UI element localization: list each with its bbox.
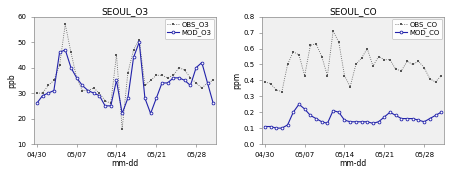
X-axis label: mm-dd: mm-dd <box>340 159 367 168</box>
Y-axis label: ppb: ppb <box>7 73 16 88</box>
X-axis label: mm-dd: mm-dd <box>111 159 138 168</box>
Y-axis label: ppm: ppm <box>233 72 242 89</box>
Legend: OBS_O3, MOD_O3: OBS_O3, MOD_O3 <box>165 19 214 39</box>
Title: SEOUL_O3: SEOUL_O3 <box>101 7 148 16</box>
Title: SEOUL_CO: SEOUL_CO <box>329 7 377 16</box>
Legend: OBS_CO, MOD_CO: OBS_CO, MOD_CO <box>392 19 442 39</box>
